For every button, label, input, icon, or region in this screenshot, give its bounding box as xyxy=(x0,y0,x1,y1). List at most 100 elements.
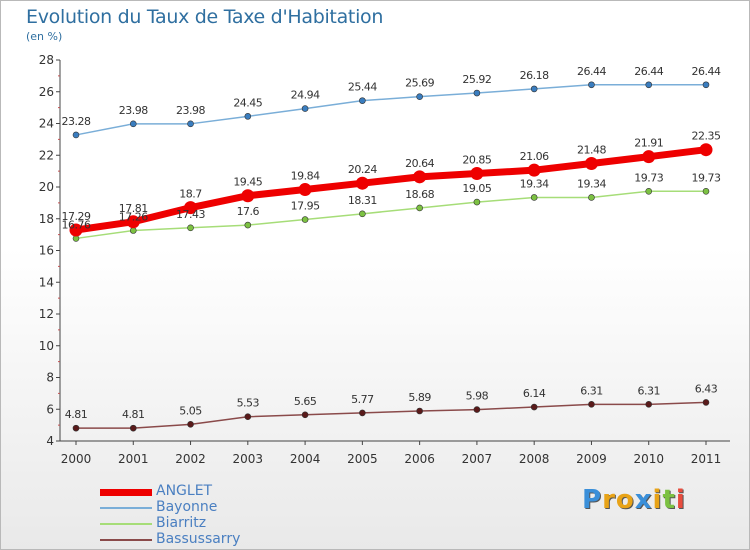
point-bayonne xyxy=(416,93,423,100)
logo-letter: i xyxy=(675,485,686,515)
data-label-anglet: 17.81 xyxy=(119,202,148,215)
data-label-anglet: 18.7 xyxy=(179,188,202,201)
data-label-anglet: 20.85 xyxy=(462,154,491,167)
chart-title: Evolution du Taux de Taxe d'Habitation xyxy=(26,6,384,28)
y-tick-label: 10 xyxy=(39,339,54,353)
data-label-bayonne: 26.44 xyxy=(634,65,663,78)
data-label-bassussarry: 6.43 xyxy=(695,382,718,395)
point-anglet xyxy=(642,150,656,164)
legend-label: Bayonne xyxy=(156,499,218,515)
logo-letter: x xyxy=(634,485,653,515)
point-anglet xyxy=(241,189,255,203)
data-label-bassussarry: 5.77 xyxy=(351,393,374,406)
point-biarritz xyxy=(359,210,366,218)
data-label-bayonne: 23.98 xyxy=(119,104,148,117)
point-bassussarry xyxy=(301,411,309,419)
x-tick-label: 2006 xyxy=(404,452,435,466)
legend-swatch xyxy=(100,488,152,496)
x-tick-label: 2004 xyxy=(290,452,321,466)
point-bassussarry xyxy=(473,406,481,413)
x-tick-label: 2008 xyxy=(519,452,550,466)
data-label-anglet: 19.45 xyxy=(233,176,262,189)
point-bayonne xyxy=(702,81,710,89)
data-label-bayonne: 23.98 xyxy=(176,104,205,117)
legend-label: Bassussarry xyxy=(156,531,241,547)
data-label-bassussarry: 5.98 xyxy=(466,390,489,403)
x-tick-label: 2003 xyxy=(233,452,264,466)
data-label-bayonne: 26.18 xyxy=(520,69,549,82)
logo-letter: i xyxy=(652,485,663,515)
y-tick-label: 14 xyxy=(39,275,54,289)
y-tick-label: 18 xyxy=(39,212,54,226)
data-label-bayonne: 25.92 xyxy=(462,73,491,86)
point-bayonne xyxy=(301,105,309,112)
data-label-biarritz: 19.73 xyxy=(692,171,721,184)
data-label-bayonne: 25.69 xyxy=(405,77,434,90)
point-biarritz xyxy=(244,221,252,229)
data-label-anglet: 20.64 xyxy=(405,157,434,170)
y-tick-label: 26 xyxy=(39,85,54,99)
point-biarritz xyxy=(187,224,194,232)
point-bassussarry xyxy=(129,424,137,432)
series-line-bassussarry xyxy=(76,401,707,429)
legend-swatch xyxy=(100,507,152,509)
y-tick-label: 28 xyxy=(39,53,54,67)
data-label-anglet: 19.84 xyxy=(291,170,320,183)
point-biarritz xyxy=(416,204,423,212)
point-anglet xyxy=(470,167,484,181)
x-tick-label: 2002 xyxy=(175,452,206,466)
point-bassussarry xyxy=(588,401,595,408)
point-bayonne xyxy=(72,131,80,139)
proxiti-logo: Proxiti xyxy=(582,485,686,515)
data-label-bassussarry: 5.05 xyxy=(179,404,202,417)
data-label-bayonne: 24.94 xyxy=(291,89,320,102)
point-biarritz xyxy=(473,198,481,206)
point-bassussarry xyxy=(72,424,80,432)
data-label-biarritz: 19.73 xyxy=(634,171,663,184)
point-biarritz xyxy=(530,194,538,201)
series-points xyxy=(69,81,713,432)
data-label-bassussarry: 5.65 xyxy=(294,395,317,408)
legend-swatch xyxy=(100,539,152,541)
legend-label: Biarritz xyxy=(156,515,207,531)
data-labels: 23.28 23.98 23.98 24.45 24.94 25.44 25.69 25.92… xyxy=(62,65,722,421)
point-anglet xyxy=(184,201,198,215)
x-tick-label: 2001 xyxy=(118,452,149,466)
series-line-biarritz xyxy=(75,190,706,240)
data-label-bayonne: 26.44 xyxy=(577,65,606,78)
logo-letter: o xyxy=(615,485,635,515)
x-tick-label: 2009 xyxy=(576,452,607,466)
data-label-bassussarry: 4.81 xyxy=(65,408,88,421)
y-tick-label: 12 xyxy=(39,307,54,321)
chart-axes: 4 6 8 10 12 14 16 18 20 22 24 26 28 2000 2001 2002 2003 2… xyxy=(39,53,730,466)
point-biarritz xyxy=(588,194,595,201)
y-tick-label: 16 xyxy=(39,244,54,258)
point-anglet xyxy=(584,157,598,171)
series-lines xyxy=(75,84,707,429)
y-tick-label: 24 xyxy=(39,117,54,131)
point-biarritz xyxy=(301,216,309,223)
point-biarritz xyxy=(129,227,137,234)
point-bassussarry xyxy=(702,399,710,406)
x-tick-label: 2010 xyxy=(633,452,664,466)
chart-subtitle: (en %) xyxy=(26,30,63,43)
point-bassussarry xyxy=(359,409,366,417)
y-tick-label: 20 xyxy=(39,180,54,194)
legend-item-bassussarry: Bassussarry xyxy=(100,531,320,548)
y-tick-label: 4 xyxy=(46,434,54,448)
x-tick-label: 2005 xyxy=(347,452,378,466)
point-anglet xyxy=(699,143,713,157)
data-label-biarritz: 19.34 xyxy=(577,177,606,190)
data-label-anglet: 22.35 xyxy=(692,130,721,143)
logo-letter: t xyxy=(662,485,676,515)
point-bassussarry xyxy=(416,407,423,415)
data-label-biarritz: 16.76 xyxy=(62,218,91,231)
data-label-anglet: 20.24 xyxy=(348,163,377,176)
data-label-bassussarry: 5.89 xyxy=(408,391,431,404)
data-label-bayonne: 23.28 xyxy=(62,115,91,128)
point-bassussarry xyxy=(187,421,194,428)
data-label-anglet: 21.06 xyxy=(520,150,549,163)
point-bayonne xyxy=(473,89,481,97)
legend-item-biarritz: Biarritz xyxy=(100,515,320,532)
